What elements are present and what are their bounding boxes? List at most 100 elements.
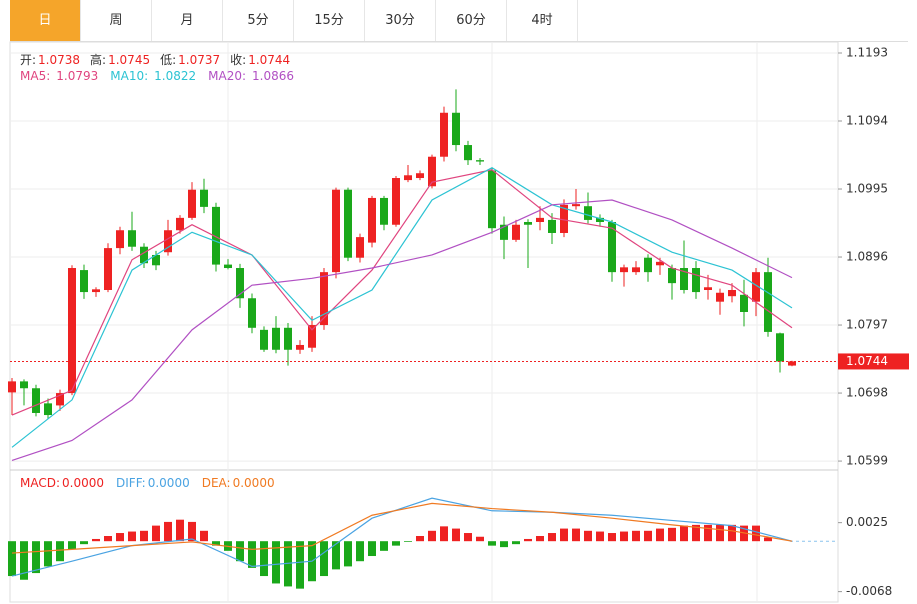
ohlc-value: 1.0744 xyxy=(248,53,291,67)
candle-body xyxy=(596,217,604,222)
legend-value: 0.0000 xyxy=(232,476,275,490)
macd-bar xyxy=(152,525,160,542)
y-tick-label: 1.0896 xyxy=(846,250,888,264)
macd-bar xyxy=(704,524,712,542)
macd-bar xyxy=(584,530,592,542)
ohlc-legend: 开: 1.0738 高: 1.0745 低: 1.0737 收: 1.0744 xyxy=(20,51,300,68)
tab[interactable]: 日 xyxy=(10,0,81,41)
candle-body xyxy=(356,237,364,258)
macd-bar xyxy=(272,541,280,584)
y-tick-label: 1.0698 xyxy=(846,386,888,400)
candle-body xyxy=(212,206,220,265)
candle-body xyxy=(392,178,400,225)
macd-line xyxy=(11,502,793,554)
tab[interactable]: 月 xyxy=(152,0,223,41)
candle-body xyxy=(500,224,508,240)
candle-body xyxy=(416,173,424,179)
candle-body xyxy=(260,329,268,350)
macd-bar xyxy=(536,536,544,542)
candle-body xyxy=(368,197,376,243)
candle-body xyxy=(452,112,460,146)
macd-bar xyxy=(488,541,496,546)
tab[interactable]: 15分 xyxy=(294,0,365,41)
y-tick-label: 1.0995 xyxy=(846,182,888,196)
macd-bar xyxy=(656,528,664,542)
candle-body xyxy=(608,221,616,273)
y-tick-label: 1.0797 xyxy=(846,318,888,332)
ohlc-label: 低: xyxy=(160,53,177,67)
legend-name: MA10: xyxy=(110,69,149,83)
candle-body xyxy=(788,361,796,366)
candle-body xyxy=(68,268,76,394)
macd-bar xyxy=(44,541,52,567)
tab[interactable]: 60分 xyxy=(436,0,507,41)
candle-body xyxy=(536,217,544,222)
candle-body xyxy=(668,268,676,284)
candle-body xyxy=(140,246,148,264)
legend-name: MA20: xyxy=(208,69,246,83)
ohlc-label: 开: xyxy=(20,53,37,67)
macd-bar xyxy=(164,521,172,542)
macd-bar xyxy=(596,531,604,542)
ohlc-value: 1.0745 xyxy=(108,53,151,67)
macd-bar xyxy=(20,541,28,580)
macd-bar xyxy=(116,533,124,542)
candle-body xyxy=(440,112,448,157)
tab[interactable]: 5分 xyxy=(223,0,294,41)
macd-bar xyxy=(296,541,304,589)
candle-body xyxy=(728,290,736,297)
candle-body xyxy=(272,327,280,350)
macd-bar xyxy=(140,530,148,542)
ma-legend: MA5: 1.0793 MA10: 1.0822 MA20: 1.0866 xyxy=(20,69,306,83)
candle-body xyxy=(56,393,64,406)
candle-body xyxy=(548,219,556,233)
tab[interactable]: 30分 xyxy=(365,0,436,41)
legend-value: 1.0866 xyxy=(252,69,294,83)
candle-body xyxy=(464,145,472,161)
candle-body xyxy=(716,292,724,302)
candle-body xyxy=(404,175,412,181)
tab[interactable]: 周 xyxy=(81,0,152,41)
ma-line xyxy=(11,169,793,416)
candle-body xyxy=(320,272,328,326)
candle-body xyxy=(644,257,652,273)
macd-bar xyxy=(764,537,772,542)
macd-bar xyxy=(56,541,64,562)
macd-bar xyxy=(680,525,688,542)
last-price-box xyxy=(838,353,909,370)
last-price-label: 1.0744 xyxy=(846,354,888,368)
candle-body xyxy=(560,204,568,233)
legend-value: 0.0000 xyxy=(62,476,105,490)
legend-name: DEA: xyxy=(201,476,231,490)
candle-body xyxy=(524,221,532,225)
macd-bar xyxy=(716,524,724,542)
macd-bar xyxy=(320,541,328,577)
plot-frame xyxy=(9,41,839,603)
legend-value: 1.0822 xyxy=(154,69,197,83)
candle-body xyxy=(20,381,28,389)
macd-bar xyxy=(260,541,268,577)
macd-bar xyxy=(404,541,412,542)
macd-bar xyxy=(524,538,532,542)
macd-bar xyxy=(464,533,472,542)
tab-bar: 日周月 5分 15分 30分 60分 4时 xyxy=(10,0,908,42)
candle-body xyxy=(572,204,580,207)
ohlc-value: 1.0738 xyxy=(38,53,81,67)
candle-body xyxy=(692,268,700,293)
macd-bar xyxy=(668,527,676,542)
macd-bar xyxy=(512,541,520,545)
macd-bar xyxy=(644,530,652,542)
candle-body xyxy=(512,224,520,240)
candle-body xyxy=(476,160,484,162)
macd-bar xyxy=(248,541,256,568)
macd-bar xyxy=(452,528,460,542)
candle-body xyxy=(584,206,592,220)
candle-body xyxy=(332,189,340,273)
macd-bar xyxy=(8,541,16,577)
tab[interactable]: 4时 xyxy=(507,0,578,41)
legend-value: 1.0793 xyxy=(56,69,99,83)
macd-bar xyxy=(440,526,448,542)
candle-body xyxy=(620,267,628,273)
